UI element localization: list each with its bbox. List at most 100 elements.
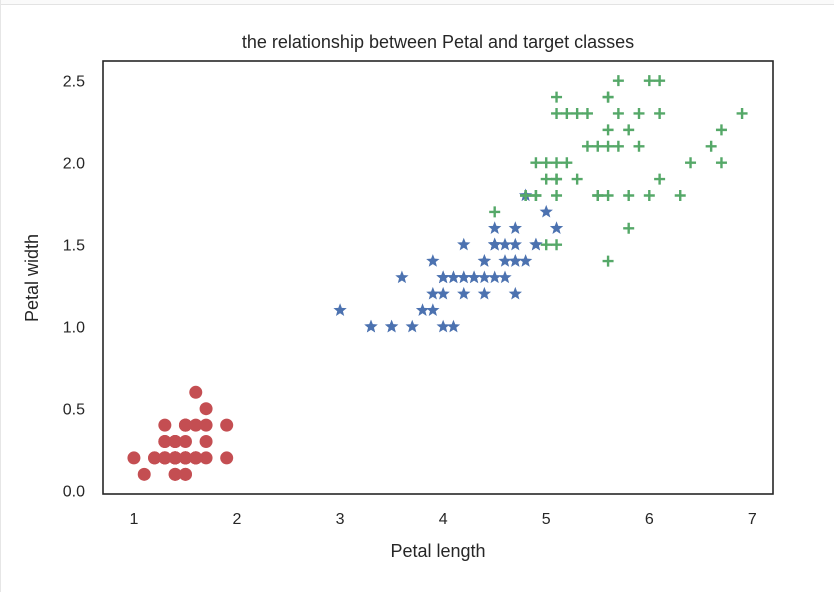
data-point-plus <box>540 239 552 251</box>
y-tick-label: 0.5 <box>63 402 85 419</box>
data-point-circle <box>178 418 192 432</box>
data-point-star <box>539 204 553 218</box>
data-point-circle <box>199 418 213 432</box>
data-point-plus <box>530 157 542 169</box>
x-axis-ticks: 1 2 3 4 5 6 7 <box>129 511 756 528</box>
data-point-plus <box>561 157 573 169</box>
data-point-star <box>457 237 471 251</box>
data-point-star <box>333 303 347 316</box>
data-point-plus <box>551 239 563 251</box>
data-point-circle <box>158 451 172 465</box>
data-point-star <box>467 270 481 284</box>
y-tick-label: 2.5 <box>63 74 85 91</box>
y-tick-label: 2.0 <box>63 156 85 173</box>
data-point-plus <box>540 157 552 169</box>
data-point-plus <box>581 140 593 152</box>
data-point-star <box>384 319 399 333</box>
data-point-star <box>364 319 378 333</box>
data-point-star <box>477 286 492 300</box>
notebook-cell-left-border <box>0 0 1 592</box>
plot-area-frame <box>102 60 774 495</box>
data-point-plus <box>602 124 614 136</box>
data-point-star <box>436 319 450 333</box>
data-point-plus <box>551 173 563 185</box>
x-tick-label: 3 <box>336 511 345 528</box>
data-point-circle <box>220 418 234 432</box>
data-points <box>127 75 748 481</box>
data-point-star <box>395 270 409 284</box>
data-point-star <box>508 237 522 251</box>
data-point-star <box>457 286 471 300</box>
data-point-star <box>477 254 492 267</box>
data-point-plus <box>715 157 727 169</box>
x-tick-label: 6 <box>645 511 654 528</box>
data-point-plus <box>654 173 666 185</box>
data-point-circle <box>199 402 213 416</box>
data-point-star <box>457 270 471 284</box>
data-point-circle <box>168 435 182 449</box>
data-point-star <box>436 270 450 284</box>
data-point-circle <box>137 467 151 481</box>
data-point-star <box>508 286 522 300</box>
x-axis-label: Petal length <box>390 541 485 561</box>
data-point-star <box>518 254 533 267</box>
data-point-circle <box>178 435 192 449</box>
data-point-star <box>508 254 522 267</box>
data-point-circle <box>189 451 203 465</box>
data-point-plus <box>489 206 501 218</box>
data-point-plus <box>602 189 614 201</box>
data-point-plus <box>685 157 697 169</box>
data-point-circle <box>127 451 141 465</box>
data-point-plus <box>520 189 532 201</box>
y-tick-label: 1.0 <box>63 320 85 337</box>
data-point-star <box>488 221 502 234</box>
data-point-circle <box>158 435 172 449</box>
x-tick-label: 5 <box>542 511 551 528</box>
data-point-circle <box>178 467 192 481</box>
data-point-plus <box>674 189 686 201</box>
data-point-plus <box>551 189 563 201</box>
data-point-star <box>446 319 461 333</box>
data-point-star <box>415 303 430 316</box>
data-point-plus <box>551 91 563 103</box>
data-point-star <box>426 254 440 267</box>
data-point-star <box>426 303 440 316</box>
data-point-star <box>498 254 512 267</box>
data-point-plus <box>633 107 645 119</box>
data-point-circle <box>168 467 182 481</box>
data-point-star <box>477 270 492 284</box>
x-tick-label: 4 <box>439 511 448 528</box>
data-point-plus <box>612 107 624 119</box>
x-tick-label: 7 <box>748 511 757 528</box>
data-point-plus <box>715 124 727 136</box>
data-point-plus <box>654 107 666 119</box>
data-point-plus <box>551 107 563 119</box>
data-point-star <box>529 237 543 251</box>
y-axis-ticks: 0.0 0.5 1.0 1.5 2.0 2.5 <box>63 74 85 501</box>
x-tick-label: 2 <box>233 511 242 528</box>
data-point-star <box>549 221 564 234</box>
data-point-circle <box>199 435 213 449</box>
data-point-plus <box>592 189 604 201</box>
data-point-plus <box>612 140 624 152</box>
data-point-star <box>426 286 440 300</box>
y-tick-label: 0.0 <box>63 484 85 501</box>
data-point-plus <box>602 255 614 267</box>
data-point-circle <box>148 451 162 465</box>
notebook-cell-top-border <box>0 0 834 5</box>
data-point-plus <box>602 140 614 152</box>
data-point-plus <box>623 124 635 136</box>
chart-title: the relationship between Petal and targe… <box>242 32 634 52</box>
data-point-star <box>498 270 512 284</box>
y-axis-label: Petal width <box>22 234 42 322</box>
data-point-circle <box>199 451 213 465</box>
data-point-plus <box>705 140 717 152</box>
data-point-plus <box>551 157 563 169</box>
data-point-plus <box>571 173 583 185</box>
data-point-star <box>488 237 502 251</box>
data-point-plus <box>530 189 542 201</box>
data-point-plus <box>654 75 666 87</box>
y-tick-label: 1.5 <box>63 238 85 255</box>
data-point-plus <box>612 75 624 87</box>
